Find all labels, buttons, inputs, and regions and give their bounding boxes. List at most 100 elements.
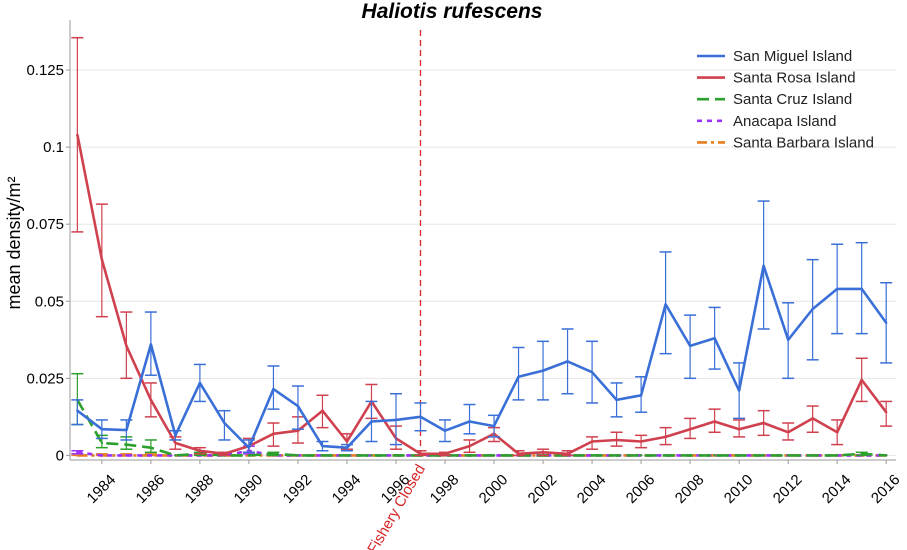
data-point [639, 394, 643, 397]
data-point [615, 454, 618, 457]
data-point [615, 398, 618, 402]
data-point [713, 454, 716, 457]
data-point [762, 264, 765, 268]
data-point [394, 418, 398, 422]
data-point [443, 429, 447, 432]
x-tick-label: 1994 [329, 471, 365, 507]
data-point [566, 360, 569, 363]
series-santa-cruz-island [71, 372, 888, 457]
data-point [125, 344, 128, 348]
series-san-miguel-island [71, 200, 893, 454]
data-point [860, 287, 863, 291]
data-point [149, 446, 153, 449]
data-point [713, 337, 716, 340]
data-point [321, 454, 324, 457]
data-point [835, 454, 839, 457]
axes [69, 20, 896, 461]
data-point [125, 443, 128, 446]
x-tick-label: 2002 [525, 471, 561, 507]
data-point [492, 454, 496, 457]
x-tick-label: 2012 [770, 471, 806, 507]
data-point [835, 287, 839, 291]
data-point [149, 398, 153, 402]
data-point [198, 449, 202, 452]
data-point [786, 454, 790, 457]
data-point [443, 452, 447, 456]
data-point [811, 417, 814, 420]
data-point [468, 420, 471, 423]
data-point [541, 451, 545, 454]
data-point [590, 440, 594, 443]
x-tick-label: 1990 [231, 471, 267, 507]
data-point [174, 434, 177, 437]
y-tick-label: 0.125 [26, 62, 64, 79]
data-point [149, 454, 153, 457]
data-point [296, 429, 300, 432]
data-point [174, 454, 177, 457]
series-line [76, 134, 888, 456]
data-point [100, 258, 104, 261]
data-point [296, 454, 300, 457]
legend-label: Anacapa Island [733, 113, 836, 130]
x-tick-label: 2004 [574, 471, 610, 507]
data-point [223, 421, 226, 425]
data-point [590, 370, 594, 374]
data-point [664, 303, 667, 306]
chart-title: Haliotis rufescens [362, 0, 543, 23]
legend-label: Santa Rosa Island [733, 70, 856, 87]
data-point [762, 421, 765, 425]
data-point [345, 454, 349, 457]
y-tick-label: 0.05 [35, 293, 64, 310]
data-point [345, 440, 349, 443]
legend-label: San Miguel Island [733, 48, 852, 65]
y-tick-label: 0.075 [26, 216, 64, 233]
data-point [860, 378, 863, 382]
data-point [247, 454, 251, 457]
data-point [76, 409, 79, 412]
x-tick-label: 1992 [280, 471, 316, 507]
data-point [370, 420, 373, 423]
data-point [713, 420, 716, 423]
data-point [100, 454, 104, 457]
x-tick-label: 2008 [672, 471, 708, 507]
data-point [615, 438, 618, 442]
data-point [541, 369, 545, 372]
data-point [664, 454, 667, 457]
data-point [517, 375, 520, 378]
data-point [394, 454, 398, 457]
data-point [786, 431, 790, 434]
x-tick-label: 1988 [182, 471, 218, 507]
data-point [419, 452, 422, 456]
data-point [100, 427, 104, 431]
data-point [198, 381, 202, 385]
data-point [272, 387, 275, 391]
data-point [419, 415, 422, 419]
data-point [590, 454, 594, 457]
data-point [884, 411, 888, 414]
series-line [76, 264, 888, 450]
x-tick-label: 1984 [84, 471, 120, 507]
data-point [174, 441, 177, 445]
data-point [247, 446, 251, 449]
y-tick-label: 0.1 [43, 139, 64, 156]
y-axis-ticks: 0 0.025 0.05 0.075 0.1 0.125 [26, 62, 70, 464]
data-point [884, 454, 888, 457]
legend-label: Santa Cruz Island [733, 91, 852, 108]
data-point [639, 454, 643, 457]
x-axis-ticks: 1984 1986 1988 1990 1992 1994 1996 1998 2000 2002… [84, 460, 904, 507]
y-axis-title: mean density/m² [4, 176, 24, 309]
x-tick-label: 2000 [476, 471, 512, 507]
data-point [688, 427, 692, 431]
x-tick-label: 2016 [868, 471, 904, 507]
series-line [77, 449, 887, 457]
data-point [272, 432, 275, 435]
data-point [100, 441, 104, 445]
data-point [468, 444, 471, 448]
data-point [762, 454, 765, 457]
data-point [468, 454, 471, 457]
data-point [296, 404, 300, 408]
x-tick-label: 1986 [133, 471, 169, 507]
data-point [811, 307, 814, 311]
data-point [370, 454, 373, 457]
